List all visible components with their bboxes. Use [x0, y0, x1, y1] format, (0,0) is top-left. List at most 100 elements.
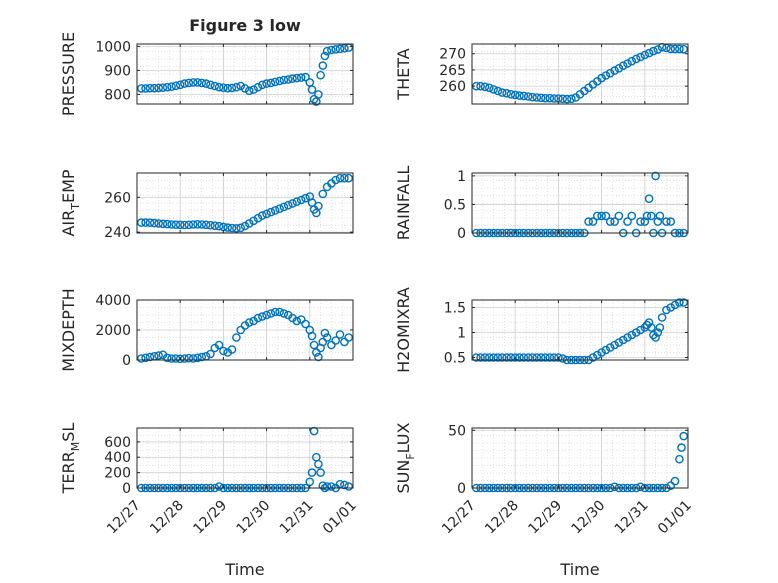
figure-title: Figure 3 low	[189, 16, 301, 35]
data-point	[614, 338, 624, 347]
data-point	[171, 220, 181, 229]
data-point	[601, 71, 611, 80]
data-point	[145, 352, 155, 362]
y-tick-label: 0	[457, 481, 466, 497]
data-point	[597, 73, 606, 83]
data-point	[288, 74, 297, 83]
data-point	[532, 353, 542, 362]
data-point	[240, 84, 250, 93]
data-point	[244, 219, 254, 228]
data-point	[158, 83, 168, 92]
data-point	[262, 209, 271, 219]
data-point	[541, 353, 550, 362]
data-point	[655, 323, 665, 332]
data-point	[344, 333, 354, 342]
data-point	[180, 354, 189, 363]
data-point	[283, 75, 293, 84]
data-point	[327, 340, 336, 350]
data-point	[158, 219, 168, 229]
data-point	[171, 81, 181, 91]
data-point	[327, 45, 336, 55]
data-point	[162, 219, 172, 229]
data-point	[136, 218, 146, 227]
data-point	[223, 83, 232, 93]
data-point	[340, 480, 349, 490]
y-tick-label: 260	[104, 190, 131, 206]
data-point	[666, 217, 676, 226]
data-point	[136, 354, 146, 363]
data-point	[476, 81, 485, 91]
data-point	[253, 213, 263, 223]
data-point	[666, 44, 676, 54]
data-point	[162, 353, 172, 363]
data-point	[136, 84, 146, 93]
data-point	[227, 223, 237, 233]
data-point	[227, 83, 237, 93]
data-point	[214, 482, 224, 491]
data-point	[210, 81, 220, 91]
data-point	[318, 337, 328, 347]
data-point	[175, 220, 185, 230]
data-point	[618, 335, 628, 345]
x-tick-label: 12/30	[569, 498, 609, 538]
panel-rainfall: 0 0.5 1 RAINFALL	[394, 166, 689, 242]
data-point	[314, 459, 323, 469]
data-point	[636, 217, 645, 226]
data-point	[149, 83, 159, 93]
y-axis-label: PRESSURE	[59, 32, 78, 116]
data-point	[506, 90, 516, 99]
data-point	[292, 197, 302, 206]
data-point	[640, 217, 650, 226]
y-tick-label: 265	[439, 63, 466, 79]
y-axis-label: RAINFALL	[394, 166, 413, 241]
data-point	[314, 90, 323, 99]
data-point	[506, 353, 516, 362]
data-point	[288, 199, 297, 208]
data-point	[249, 216, 258, 226]
data-point	[623, 59, 632, 68]
data-point	[197, 78, 207, 88]
y-tick-label: 270	[439, 47, 466, 63]
data-point	[510, 353, 520, 362]
data-point	[232, 82, 241, 92]
data-point	[309, 94, 319, 104]
data-point	[614, 211, 624, 221]
axes-box	[136, 43, 354, 105]
data-point	[322, 482, 332, 491]
data-point	[340, 173, 349, 183]
data-point	[311, 348, 321, 357]
data-point	[647, 323, 656, 332]
data-point	[640, 323, 650, 332]
data-point	[523, 353, 533, 362]
data-point	[141, 218, 150, 227]
data-point	[206, 220, 215, 230]
data-point	[489, 85, 498, 94]
y-tick-label: 800	[104, 87, 131, 103]
data-point	[236, 223, 245, 233]
data-point	[322, 46, 332, 56]
data-point	[180, 79, 189, 88]
data-point	[180, 220, 189, 230]
data-point	[314, 201, 323, 211]
data-point	[193, 78, 202, 87]
data-point	[219, 83, 228, 92]
data-point	[647, 211, 656, 221]
axes-box	[471, 427, 689, 489]
data-point	[610, 482, 619, 492]
data-point	[301, 193, 310, 203]
data-point	[145, 218, 155, 227]
data-point	[627, 330, 637, 340]
data-point	[270, 307, 280, 317]
data-point	[214, 221, 224, 231]
data-point	[279, 202, 289, 212]
data-point	[322, 333, 332, 342]
y-axis-label: H2OMIXRA	[394, 287, 413, 373]
x-tick-label: 12/28	[482, 498, 522, 538]
data-point	[545, 353, 555, 362]
x-axis-label: Time	[224, 560, 264, 579]
y-tick-label: 900	[104, 63, 131, 79]
x-tick-label: 12/28	[147, 498, 187, 538]
data-point	[631, 54, 641, 64]
data-point	[558, 354, 568, 363]
data-point	[253, 313, 263, 323]
